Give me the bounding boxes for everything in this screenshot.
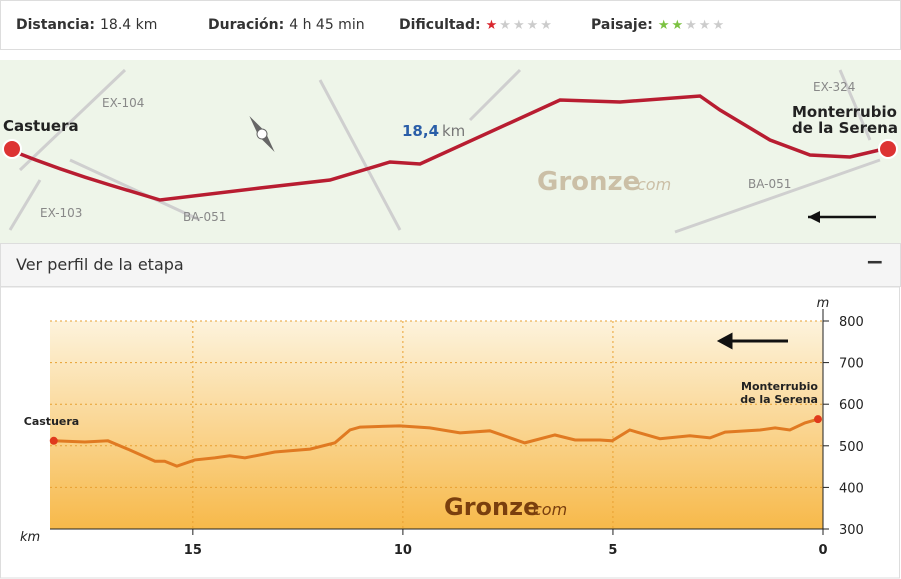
- y-tick-label: 500: [839, 440, 864, 455]
- y-tick-label: 400: [839, 481, 864, 496]
- x-axis-label: km: [20, 530, 40, 545]
- stat: Distancia: 18.4 km: [16, 17, 157, 33]
- rating-star: ★: [671, 18, 684, 33]
- end-pin[interactable]: [878, 139, 898, 159]
- chart-frame: [0, 287, 900, 579]
- stat-label: Paisaje:: [591, 17, 653, 33]
- watermark: Gronze: [444, 493, 539, 521]
- distance-unit: km: [442, 122, 465, 140]
- roads: [8, 68, 881, 234]
- x-tick-label: 15: [184, 543, 202, 558]
- stat: Dificultad: ★ ★ ★ ★ ★: [399, 17, 554, 33]
- distance-number: 18,4: [402, 122, 439, 140]
- compass: [249, 115, 275, 153]
- start-pin[interactable]: [2, 139, 22, 159]
- stats-bar: Distancia: 18.4 km Duración: 4 h 45 min Difi…: [0, 0, 901, 50]
- endpoint-label: de la Serena: [740, 393, 818, 406]
- panel-title: Ver perfil de la etapa: [16, 255, 184, 274]
- direction-arrow: [716, 332, 788, 350]
- stat-value: 18.4 km: [100, 17, 158, 33]
- rating-star: ★: [485, 18, 498, 33]
- plot-bg: [50, 321, 823, 529]
- stat-value: 4 h 45 min: [289, 17, 365, 33]
- rating-star: ★: [698, 18, 711, 33]
- rating-star: ★: [512, 18, 525, 33]
- rating-star: ★: [526, 18, 539, 33]
- stat-label: Duración:: [208, 17, 285, 33]
- endpoint-marker: [813, 415, 822, 424]
- toggle-button[interactable]: −: [865, 250, 884, 275]
- road-label: BA-051: [748, 177, 791, 191]
- watermark-suffix: com: [637, 175, 671, 194]
- endpoint-label: Monterrubio: [741, 380, 818, 393]
- road-label: EX-104: [102, 96, 144, 110]
- y-tick-label: 700: [839, 357, 864, 372]
- stat: Duración: 4 h 45 min: [208, 17, 365, 33]
- road-label: EX-103: [40, 206, 82, 220]
- x-tick-label: 10: [394, 543, 412, 558]
- stat-label: Distancia:: [16, 17, 96, 33]
- rating-star: ★: [499, 18, 511, 33]
- road-label: EX-324: [813, 80, 855, 94]
- rating-star: ★: [685, 18, 697, 33]
- route: [9, 94, 889, 202]
- endpoint-label: Castuera: [24, 415, 79, 428]
- road-label: BA-051: [183, 210, 226, 224]
- stat-label: Dificultad:: [399, 17, 481, 33]
- rating-star: ★: [540, 18, 552, 33]
- end-label: de la Serena: [792, 119, 898, 137]
- x-tick-label: 5: [608, 543, 617, 558]
- endpoint-marker: [49, 436, 58, 445]
- x-tick-label: 0: [818, 543, 827, 558]
- arrow-head: [808, 211, 820, 223]
- watermark: Gronze: [537, 167, 640, 197]
- profile-panel: Ver perfil de la etapa −: [0, 243, 901, 287]
- elevation-line: [53, 417, 819, 468]
- y-tick-label: 600: [839, 398, 864, 413]
- rating-star: ★: [712, 18, 725, 33]
- y-tick-label: 300: [839, 523, 864, 538]
- end-label: Monterrubio: [792, 103, 897, 121]
- start-label: Castuera: [3, 117, 79, 135]
- watermark-suffix: com: [533, 500, 567, 519]
- stat: Paisaje: ★ ★ ★ ★ ★: [591, 17, 726, 33]
- y-axis-label: m: [817, 296, 830, 311]
- y-tick-label: 800: [839, 315, 864, 330]
- rating-star: ★: [657, 18, 670, 33]
